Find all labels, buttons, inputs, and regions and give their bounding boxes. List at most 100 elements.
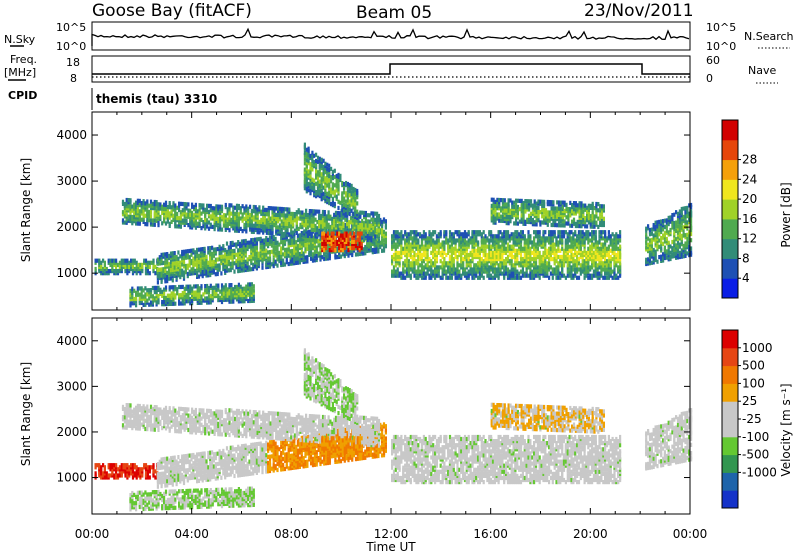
power-cell <box>360 246 363 251</box>
power-cell <box>313 160 316 165</box>
power-cell <box>270 249 273 254</box>
power-cell <box>499 244 502 249</box>
power-cell <box>174 207 177 212</box>
power-cell <box>562 257 566 262</box>
power-cell <box>260 217 263 223</box>
power-cell <box>364 210 367 216</box>
power-cell <box>328 182 331 187</box>
power-cell <box>531 240 534 245</box>
power-cell <box>196 221 199 226</box>
power-cell <box>181 201 184 207</box>
power-cell <box>428 242 431 247</box>
power-cell <box>585 265 588 270</box>
power-cell <box>286 221 289 227</box>
power-cell <box>337 199 340 204</box>
power-cell <box>321 235 324 240</box>
power-cell <box>293 246 296 251</box>
power-cell <box>368 223 371 228</box>
power-cell <box>488 254 491 260</box>
power-cell <box>355 224 358 229</box>
power-cell <box>189 225 192 230</box>
power-cell <box>146 199 149 204</box>
power-cell <box>278 250 281 255</box>
power-cell <box>357 229 360 234</box>
power-cell <box>166 270 169 275</box>
power-cell <box>164 277 167 282</box>
power-cell <box>346 202 349 207</box>
power-cell <box>569 200 572 205</box>
power-cell <box>334 253 337 258</box>
power-cell <box>500 198 503 203</box>
power-cell <box>144 266 148 272</box>
power-cell <box>135 213 138 218</box>
power-cell <box>529 220 533 225</box>
power-cell <box>178 207 181 213</box>
power-cell <box>475 263 478 268</box>
power-cell <box>131 214 134 220</box>
power-cell <box>602 267 605 272</box>
power-cell <box>605 275 609 280</box>
power-cell <box>566 244 569 249</box>
power-cell <box>205 254 208 259</box>
power-cell <box>533 236 536 241</box>
power-cell <box>519 275 523 280</box>
power-cell <box>341 203 344 208</box>
power-cell <box>310 209 313 214</box>
power-cell <box>144 213 147 218</box>
power-cell <box>326 235 329 240</box>
power-cell <box>343 243 346 249</box>
power-cell <box>559 259 562 264</box>
power-cell <box>146 209 149 214</box>
power-cell <box>417 232 420 237</box>
power-cell <box>541 199 544 204</box>
power-cell <box>498 202 501 207</box>
power-cell <box>343 225 346 230</box>
power-cell <box>544 218 548 223</box>
power-cell <box>354 206 357 211</box>
power-cell <box>526 203 529 208</box>
power-cell <box>441 267 444 272</box>
power-cell <box>297 208 300 213</box>
power-cell <box>262 211 265 216</box>
power-cell <box>598 234 601 239</box>
power-cell <box>503 269 506 274</box>
nsky-label: N.Sky <box>4 33 36 46</box>
power-cell <box>137 262 140 267</box>
power-cell <box>498 218 501 223</box>
power-cell <box>153 199 156 205</box>
power-cell <box>277 212 280 218</box>
power-cell <box>118 260 121 265</box>
power-cell <box>252 237 255 243</box>
freq-panel-frame <box>91 55 691 83</box>
power-cell <box>318 171 321 176</box>
power-cell <box>220 258 223 264</box>
power-cell <box>480 238 483 243</box>
power-cell <box>448 265 452 270</box>
power-cell <box>105 266 108 272</box>
power-cell <box>611 257 614 262</box>
power-cell <box>219 217 222 222</box>
power-cell <box>341 252 344 257</box>
power-cell <box>341 235 344 240</box>
nsearch-label: N.Search <box>744 30 794 43</box>
power-cell <box>190 252 193 257</box>
power-cell <box>523 259 526 264</box>
power-cell <box>615 242 618 247</box>
power-cell <box>574 238 577 243</box>
power-cell <box>230 211 233 216</box>
power-cell <box>363 221 366 226</box>
power-cell <box>280 231 283 236</box>
power-cell <box>160 267 163 272</box>
power-cell <box>146 260 149 265</box>
power-cell <box>368 213 371 218</box>
power-cell <box>527 240 530 245</box>
power-cell <box>291 248 294 254</box>
power-cell <box>342 221 345 226</box>
power-cell <box>181 249 184 255</box>
power-cell <box>252 223 255 228</box>
power-cell <box>158 271 161 276</box>
power-cell <box>316 155 320 160</box>
power-cell <box>196 270 199 275</box>
power-cell <box>503 244 506 249</box>
power-cell <box>245 216 248 221</box>
